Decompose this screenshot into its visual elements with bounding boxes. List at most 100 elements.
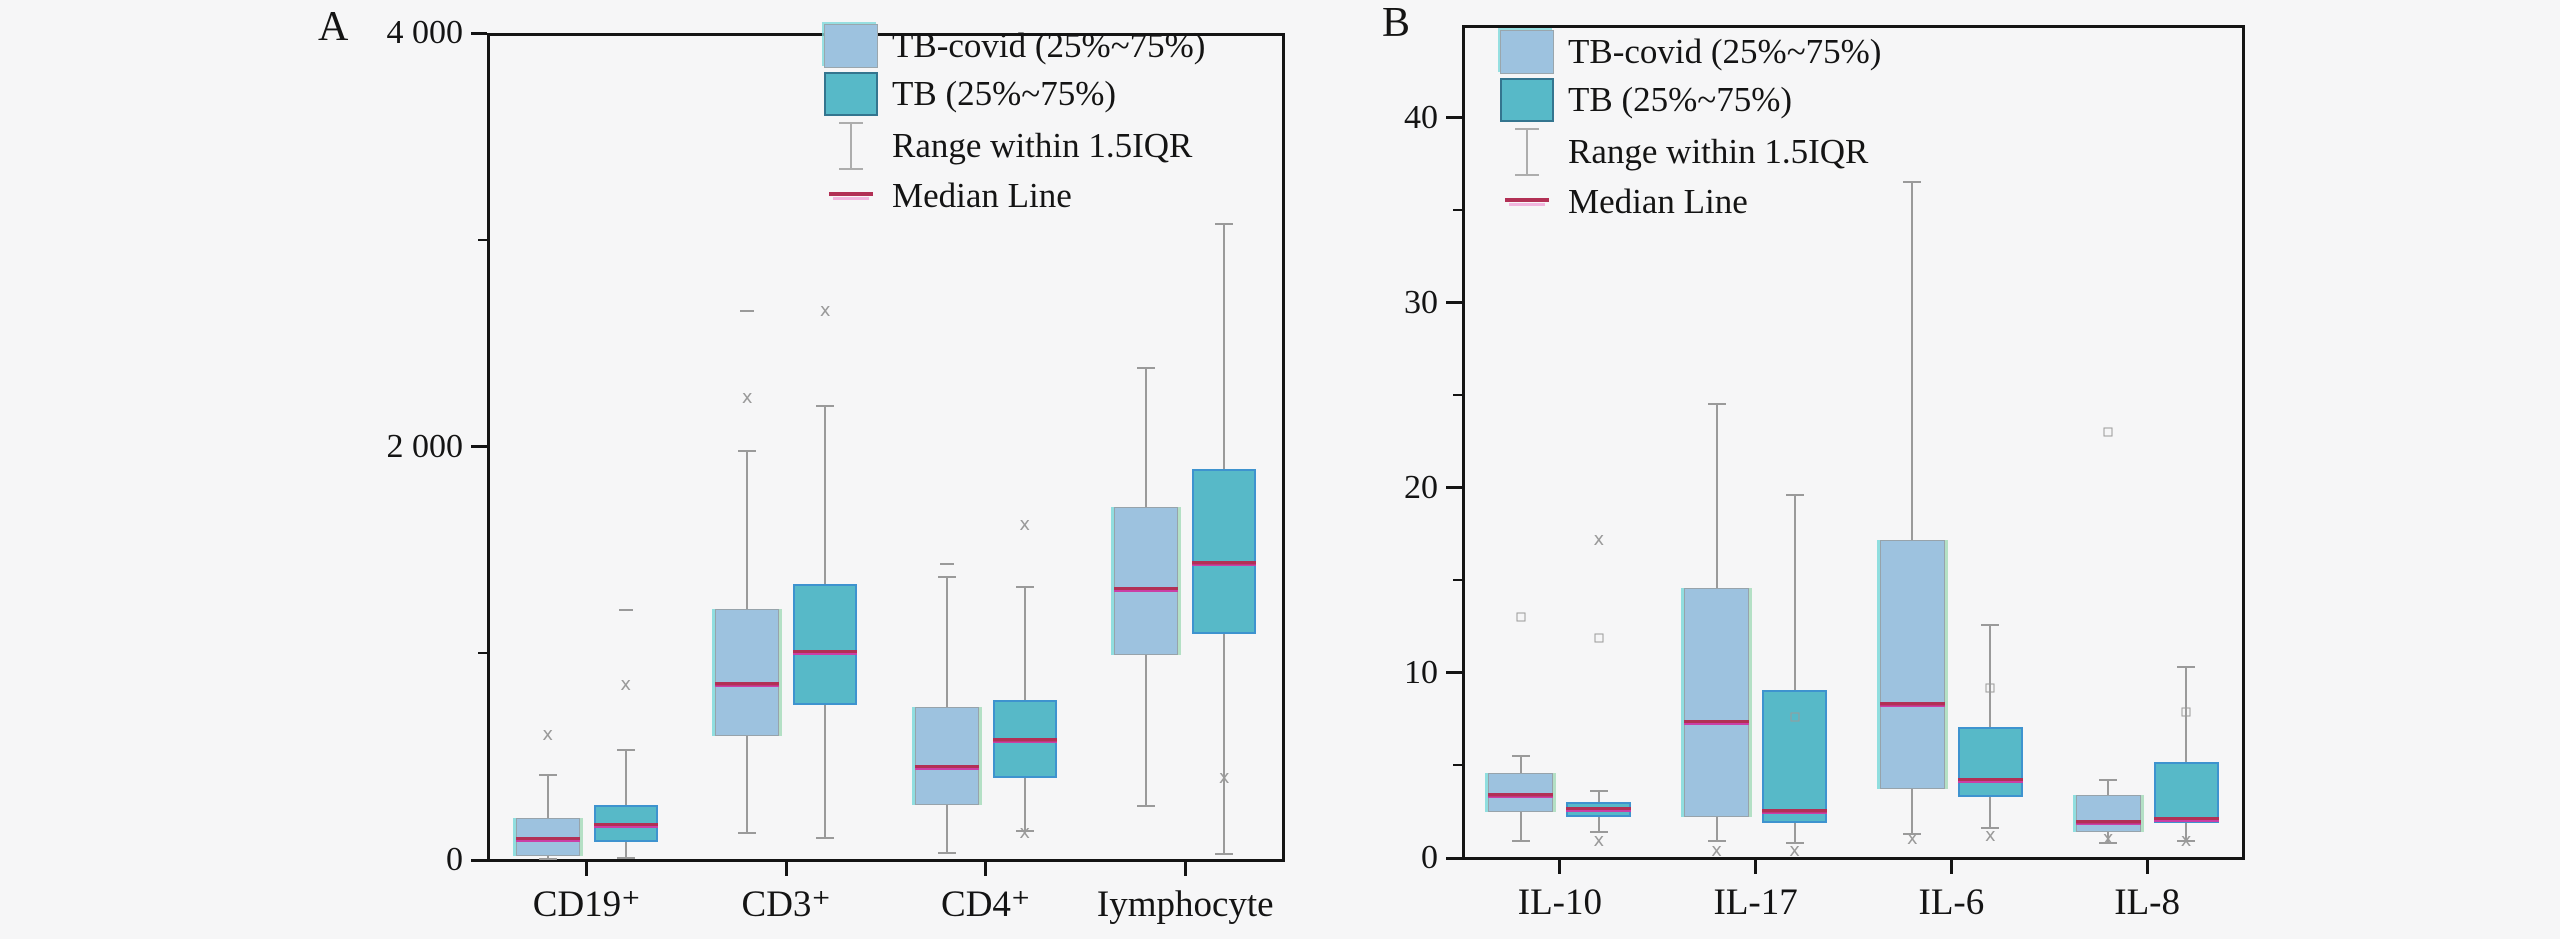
y-major-tick (1446, 301, 1462, 305)
whisker-cap-bottom (2177, 840, 2196, 843)
legend-label: Median Line (892, 175, 1072, 215)
median-line (1192, 561, 1257, 567)
legend-swatch-tb-covid-icon (1496, 30, 1558, 74)
legend-item-median: Median Line (1496, 180, 1881, 224)
whisker-cap-top (816, 405, 835, 408)
legend-item-range: Range within 1.5IQR (1496, 124, 1881, 180)
y-minor-tick (478, 238, 487, 241)
panel-a-plot-frame (487, 33, 1285, 862)
whisker-cap-top (1015, 586, 1034, 589)
whisker-cap-bottom (1589, 831, 1608, 834)
whisker-cap-top (1215, 222, 1234, 225)
whisker-cap-top (2177, 666, 2196, 669)
median-line (793, 649, 858, 655)
y-major-tick (471, 445, 487, 448)
whisker-line (1989, 624, 1992, 829)
x-category-label: CD4⁺ (941, 884, 1031, 925)
legend-label: Median Line (1568, 181, 1748, 221)
legend-item-median: Median Line (820, 174, 1205, 218)
legend-whisker-range-icon (820, 120, 882, 172)
legend: TB-covid (25%~75%) TB (25%~75%) Range with… (820, 22, 1205, 218)
y-minor-tick (1453, 394, 1462, 397)
outlier-x-marker: x (1593, 528, 1605, 550)
y-minor-tick (1453, 579, 1462, 582)
whisker-cap-top (937, 575, 956, 578)
legend-label: TB-covid (25%~75%) (892, 25, 1206, 65)
legend-item-tbcovid: TB-covid (25%~75%) (820, 22, 1205, 70)
median-line (914, 765, 979, 771)
legend-label: Range within 1.5IQR (1568, 131, 1869, 171)
whisker-cap-bottom (1137, 804, 1156, 807)
legend-label: TB (25%~75%) (1568, 79, 1793, 119)
outlier-dash-marker (618, 608, 633, 611)
legend-label: TB (25%~75%) (892, 73, 1117, 113)
whisker-cap-bottom (1981, 827, 2000, 830)
whisker-line (1793, 495, 1796, 844)
outlier-x-marker: x (542, 723, 554, 745)
median-line (715, 681, 780, 687)
legend-median-line-icon (820, 190, 882, 202)
whisker-line (546, 774, 549, 859)
whisker-cap-top (1903, 181, 1922, 184)
whisker-line (1911, 182, 1914, 834)
x-category-label: Iymphocyte (1096, 884, 1274, 925)
outlier-square-marker (1985, 683, 1995, 693)
outlier-x-marker: x (1019, 821, 1031, 843)
whisker-cap-top (1707, 403, 1726, 406)
x-tick (984, 860, 988, 876)
box-tb-covid-IL-6 (1879, 539, 1945, 790)
outlier-x-marker: x (1907, 828, 1918, 850)
whisker-cap-top (738, 450, 757, 453)
legend-item-tb: TB (25%~75%) (820, 70, 1205, 118)
median-line (515, 837, 580, 843)
median-line (593, 823, 658, 829)
y-tick-label: 4 000 (386, 14, 464, 51)
box-tb-covid-CD19⁺ (515, 817, 580, 856)
median-line (1114, 587, 1179, 593)
whisker-cap-bottom (538, 857, 557, 860)
median-line (992, 737, 1057, 743)
outlier-x-marker: x (1789, 839, 1800, 861)
outlier-x-marker: x (819, 300, 831, 322)
outlier-square-marker (1516, 612, 1526, 622)
legend-swatch-tb-icon (1496, 78, 1558, 122)
outlier-x-marker: x (1218, 766, 1230, 788)
y-tick-label: 10 (1404, 653, 1438, 691)
whisker-cap-top (1511, 755, 1530, 758)
box-tb-covid-CD3⁺ (715, 609, 780, 736)
y-minor-tick (1453, 209, 1462, 212)
legend-median-line-icon (1496, 196, 1558, 208)
outlier-dash-marker (939, 562, 954, 565)
outlier-square-marker (1594, 633, 1604, 643)
x-category-label: IL-6 (1918, 882, 1985, 923)
whisker-cap-bottom (1511, 840, 1530, 843)
median-line (1488, 792, 1554, 798)
whisker-cap-bottom (937, 851, 956, 854)
outlier-x-marker: x (741, 387, 753, 409)
x-tick (1183, 860, 1187, 876)
y-major-tick (1446, 856, 1462, 860)
y-tick-label: 30 (1404, 283, 1438, 321)
whisker-cap-bottom (2099, 842, 2118, 845)
box-tb-Iymphocyte (1192, 468, 1257, 635)
box-tb-covid-IL-10 (1488, 772, 1554, 812)
outlier-x-marker: x (620, 674, 632, 696)
legend-item-tb: TB (25%~75%) (1496, 76, 1881, 124)
legend-item-tbcovid: TB-covid (25%~75%) (1496, 28, 1881, 76)
outlier-dash-marker (740, 310, 755, 313)
y-tick-label: 0 (446, 841, 463, 878)
median-line (1879, 701, 1945, 707)
y-major-tick (1446, 671, 1462, 675)
x-tick (1949, 858, 1953, 874)
x-category-label: CD3⁺ (741, 884, 831, 925)
x-category-label: IL-17 (1713, 882, 1798, 923)
legend-label: TB-covid (25%~75%) (1568, 31, 1882, 71)
x-tick (784, 860, 788, 876)
legend: TB-covid (25%~75%) TB (25%~75%) Range with… (1496, 28, 1881, 224)
outlier-x-marker: x (1711, 839, 1722, 861)
whisker-cap-top (1981, 623, 2000, 626)
x-tick (1558, 858, 1562, 874)
median-line (2075, 820, 2141, 826)
whisker-cap-top (538, 773, 557, 776)
median-line (1957, 777, 2023, 783)
